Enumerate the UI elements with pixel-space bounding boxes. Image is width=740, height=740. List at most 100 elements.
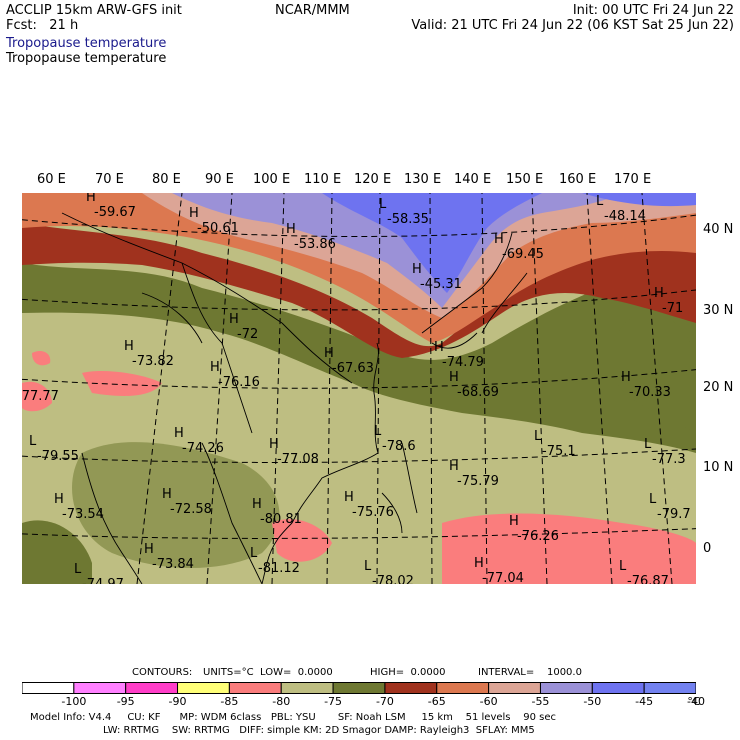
colorbar-swatch xyxy=(436,682,490,694)
lat-label: 20 N xyxy=(703,380,734,395)
forecast-hour: Fcst: 21 h xyxy=(6,18,79,33)
colorbar-label: -40 xyxy=(687,695,705,708)
extremum-type: L xyxy=(74,562,82,577)
extremum-value: -78.02 xyxy=(372,574,414,584)
colorbar-swatch xyxy=(643,682,696,694)
valid-time: Valid: 21 UTC Fri 24 Jun 22 (06 KST Sat … xyxy=(411,18,734,33)
field-name-contour: Tropopause temperature xyxy=(6,51,167,66)
extremum-value: -75.1 xyxy=(542,444,576,459)
lon-label: 110 E xyxy=(304,172,342,187)
extremum-value: -81.12 xyxy=(258,561,300,576)
physics-info-line: LW: RRTMG SW: RRTMG DIFF: simple KM: 2D … xyxy=(103,725,535,736)
extremum-type: H xyxy=(269,437,279,452)
shaded-field xyxy=(22,193,696,584)
contours-label: CONTOURS: xyxy=(132,667,193,678)
lon-label: 60 E xyxy=(37,172,66,187)
colorbar-label: -60 xyxy=(479,695,498,708)
colorbar-swatch xyxy=(228,682,282,694)
colorbar-swatch xyxy=(73,682,127,694)
extremum-type: L xyxy=(596,194,604,209)
extremum-value: -53.86 xyxy=(294,237,336,252)
extremum-type: H xyxy=(509,514,519,529)
extremum-value: -74.97 xyxy=(82,577,124,584)
lat-label: 10 N xyxy=(703,460,734,475)
extremum-type: L xyxy=(364,559,372,574)
extremum-type: H xyxy=(210,360,220,375)
lat-label: 0 xyxy=(703,541,712,556)
extremum-type: H xyxy=(344,490,354,505)
lon-label: 120 E xyxy=(354,172,392,187)
extremum-value: -79.7 xyxy=(657,507,691,522)
colorbar-label: -75 xyxy=(324,695,343,708)
extremum-value: -77.77 xyxy=(22,389,59,404)
colorbar-label: -80 xyxy=(272,695,291,708)
extremum-value: -74.79 xyxy=(442,355,484,370)
extremum-type: L xyxy=(534,429,542,444)
field-name-shaded: Tropopause temperature xyxy=(6,36,167,51)
lat-label: 30 N xyxy=(703,303,734,318)
extremum-value: -58.35 xyxy=(387,212,429,227)
extremum-type: H xyxy=(286,222,296,237)
model-info-line: Model Info: V4.4 CU: KF MP: WDM 6class P… xyxy=(30,712,556,723)
colorbar-swatch xyxy=(280,682,334,694)
extremum-type: H xyxy=(174,426,184,441)
graticule xyxy=(22,193,696,584)
extremum-value: -73.84 xyxy=(152,557,194,572)
lat-label: 40 N xyxy=(703,222,734,237)
lon-label: 140 E xyxy=(454,172,492,187)
high-label: HIGH= 0.0000 xyxy=(370,667,446,678)
lon-label: 150 E xyxy=(506,172,544,187)
extremum-value: -77.08 xyxy=(277,452,319,467)
extremum-type: H xyxy=(434,340,444,355)
lon-label: 70 E xyxy=(95,172,124,187)
extremum-value: -76.16 xyxy=(218,375,260,390)
extremum-value: -72 xyxy=(237,327,258,342)
colorbar-swatch xyxy=(22,682,75,694)
lon-label: 170 E xyxy=(614,172,652,187)
lon-label: 100 E xyxy=(253,172,291,187)
extremum-type: H xyxy=(229,312,239,327)
extremum-type: L xyxy=(649,492,657,507)
init-time: Init: 00 UTC Fri 24 Jun 22 xyxy=(572,3,734,18)
lon-label: 80 E xyxy=(152,172,181,187)
lon-label: 90 E xyxy=(205,172,234,187)
extremum-type: L xyxy=(29,434,37,449)
extremum-type: H xyxy=(449,459,459,474)
extremum-type: H xyxy=(621,370,631,385)
extremum-type: L xyxy=(250,546,258,561)
colorbar-label: -45 xyxy=(635,695,654,708)
extremum-type: H xyxy=(189,206,199,221)
extremum-value: -59.67 xyxy=(94,205,136,220)
extremum-value: -74.26 xyxy=(182,441,224,456)
extremum-value: -77.3 xyxy=(652,452,686,467)
colorbar-swatch xyxy=(488,682,541,694)
extremum-value: -50.61 xyxy=(197,221,239,236)
extremum-type: H xyxy=(474,556,484,571)
colorbar-swatch xyxy=(177,682,230,694)
extremum-value: -75.76 xyxy=(352,505,394,520)
colorbar-swatch xyxy=(384,682,438,694)
extremum-type: H xyxy=(412,262,422,277)
model-title: ACCLIP 15km ARW-GFS init xyxy=(6,3,182,18)
extremum-type: H xyxy=(654,286,664,301)
extremum-type: H xyxy=(162,487,172,502)
extremum-value: -67.63 xyxy=(332,361,374,376)
extremum-value: -68.69 xyxy=(457,385,499,400)
extremum-value: -71 xyxy=(662,301,683,316)
colorbar-label: -95 xyxy=(116,695,135,708)
extremum-value: -76.26 xyxy=(517,529,559,544)
extremum-value: -80.81 xyxy=(260,512,302,527)
colorbar-label: -50 xyxy=(583,695,602,708)
colorbar-label: -85 xyxy=(220,695,239,708)
extremum-type: L xyxy=(619,559,627,574)
extremum-value: -77.04 xyxy=(482,571,524,584)
extremum-value: -73.54 xyxy=(62,507,104,522)
colorbar-swatch xyxy=(332,682,386,694)
colorbar-label: -70 xyxy=(375,695,394,708)
colorbar-swatch xyxy=(591,682,645,694)
units-label: UNITS=°C xyxy=(203,667,254,678)
extremum-type: H xyxy=(54,492,64,507)
extremum-value: -75.79 xyxy=(457,474,499,489)
extremum-value: -73.82 xyxy=(132,354,174,369)
extremum-type: L xyxy=(644,437,652,452)
